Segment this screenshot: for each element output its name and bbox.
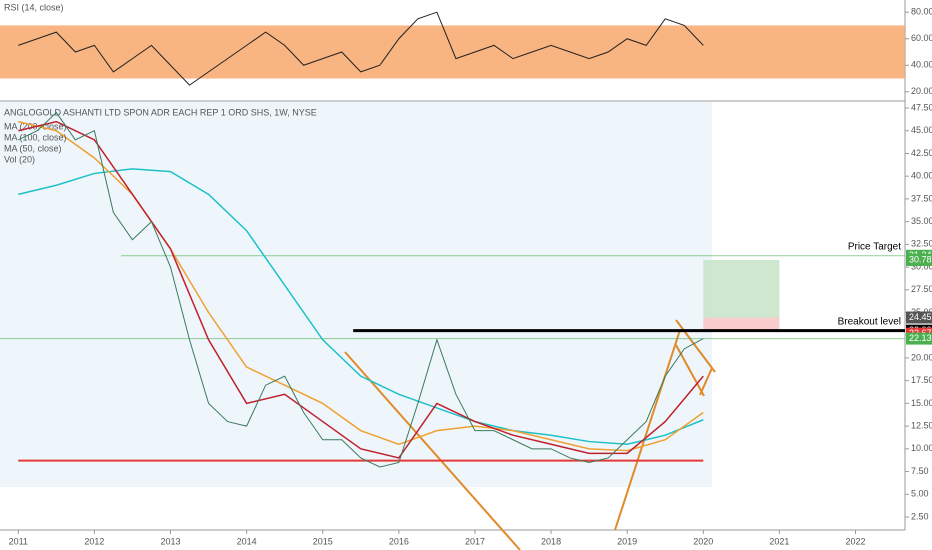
price-label: 30.78	[909, 254, 932, 264]
y-tick-label: 40.00	[911, 60, 932, 70]
x-tick-label: 2018	[541, 536, 561, 546]
y-tick-label: 60.00	[911, 33, 932, 43]
y-tick-label: 80.00	[911, 7, 932, 17]
flag-line	[675, 319, 716, 373]
legend-entry: Vol (20)	[4, 154, 35, 164]
y-tick-label: 42.50	[911, 148, 932, 158]
y-tick-label: 47.50	[911, 102, 932, 112]
price-label: 24.45	[909, 312, 932, 322]
x-tick-label: 2022	[846, 536, 866, 546]
legend-entry: MA (100, close)	[4, 132, 67, 142]
y-tick-label: 40.00	[911, 171, 932, 181]
y-tick-label: 17.50	[911, 375, 932, 385]
x-tick-label: 2021	[769, 536, 789, 546]
range-shade	[0, 102, 712, 487]
stop-zone	[703, 317, 780, 331]
y-tick-label: 2.50	[911, 511, 929, 521]
y-tick-label: 37.50	[911, 193, 932, 203]
level-name: Price Target	[848, 241, 901, 252]
series-line	[18, 120, 704, 459]
y-tick-label: 30.00	[911, 261, 932, 271]
y-tick-label: 12.50	[911, 420, 932, 430]
trend-line	[344, 351, 521, 550]
rsi-title: RSI (14, close)	[4, 2, 64, 12]
x-tick-label: 2020	[693, 536, 713, 546]
x-tick-label: 2014	[237, 536, 257, 546]
price-label-box	[906, 253, 932, 266]
series-line	[18, 111, 704, 468]
rsi-band	[0, 25, 905, 79]
y-tick-label: 32.50	[911, 239, 932, 249]
x-tick-label: 2013	[160, 536, 180, 546]
y-tick-label: 20.00	[911, 352, 932, 362]
level-name: Breakout level	[838, 316, 901, 327]
y-tick-label: 10.00	[911, 443, 932, 453]
y-tick-label: 45.00	[911, 125, 932, 135]
trend-line	[614, 329, 681, 531]
x-tick-label: 2015	[313, 536, 333, 546]
y-tick-label: 27.50	[911, 284, 932, 294]
y-tick-label: 7.50	[911, 466, 929, 476]
x-tick-label: 2019	[617, 536, 637, 546]
y-tick-label: 15.00	[911, 398, 932, 408]
rsi-line	[18, 11, 704, 86]
x-tick-label: 2011	[9, 536, 28, 546]
y-tick-label: 20.00	[911, 86, 932, 96]
price-label: 22.13	[909, 333, 932, 343]
series-line	[18, 168, 704, 446]
x-tick-label: 2012	[84, 536, 104, 546]
y-tick-label: 35.00	[911, 216, 932, 226]
price-label-box	[906, 332, 932, 345]
price-title: ANGLOGOLD ASHANTI LTD SPON ADR EACH REP …	[4, 107, 317, 117]
price-label-box	[906, 311, 932, 324]
target-zone	[703, 259, 780, 318]
legend-entry: MA (50, close)	[4, 143, 62, 153]
x-tick-label: 2017	[465, 536, 485, 546]
x-tick-label: 2016	[389, 536, 409, 546]
y-tick-label: 5.00	[911, 489, 929, 499]
